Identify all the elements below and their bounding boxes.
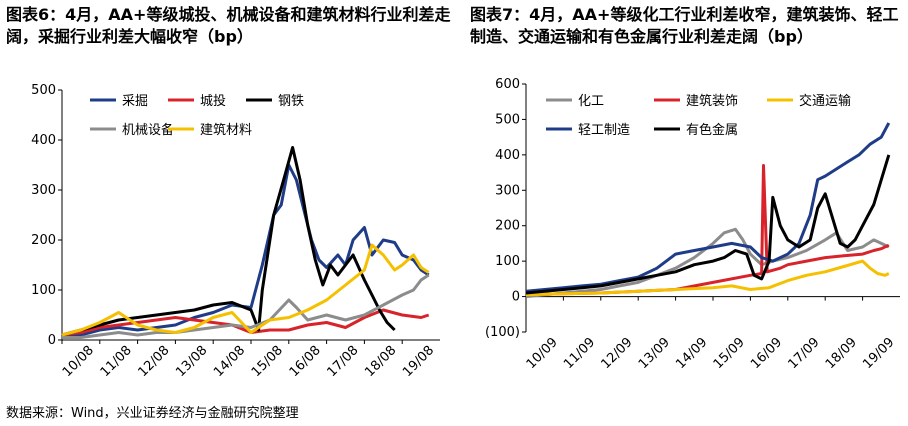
legend-label: 化工 <box>578 94 604 109</box>
chart-1: 0 100 200 300 400 500 10/08 11/08 12/08 13/08 14/0… <box>31 83 440 380</box>
x-tick-label: 16/09 <box>748 335 785 372</box>
legend-label: 建筑材料 <box>200 122 252 138</box>
x-tick-label: 10/09 <box>524 335 561 372</box>
series-line-5 <box>61 243 430 337</box>
left-chart-title: 图表6：4月，AA+等级城投、机械设备和建筑材料行业利差走阔，采掘行业利差大幅收… <box>6 5 451 46</box>
x-tick-label: 19/09 <box>860 335 897 372</box>
x-tick-label: 19/08 <box>400 343 437 380</box>
x-tick-label: 16/08 <box>287 343 324 380</box>
x-tick-label: 17/09 <box>785 335 822 372</box>
x-tick-label: 18/08 <box>362 343 399 380</box>
y-tick-label: 200 <box>31 233 56 248</box>
y-tick-label: 100 <box>495 254 520 269</box>
y-tick-label: 100 <box>31 283 56 298</box>
y-tick-label: 600 <box>495 77 520 92</box>
y-tick-label: 0 <box>48 333 56 348</box>
y-tick-label: 500 <box>31 83 56 98</box>
legend-label: 采掘 <box>122 94 148 109</box>
legend-label: 建筑装饰 <box>686 93 738 109</box>
x-tick-label: 18/09 <box>823 335 860 372</box>
y-tick-label: 300 <box>31 183 56 198</box>
legend-label: 交通运输 <box>799 93 851 109</box>
series-line-5 <box>525 154 891 295</box>
x-tick-label: 14/08 <box>211 343 248 380</box>
x-tick-label: 15/08 <box>249 343 286 380</box>
series-line-1 <box>61 163 430 339</box>
x-tick-label: 13/09 <box>636 335 673 372</box>
y-tick-label: 400 <box>31 133 56 148</box>
y-tick-label: 400 <box>495 148 520 163</box>
x-tick-label: 14/09 <box>673 335 710 372</box>
y-tick-label: 200 <box>495 219 520 234</box>
legend-label: 城投 <box>200 93 226 109</box>
series-line-4 <box>525 122 891 293</box>
right-chart-title: 图表7：4月，AA+等级化工行业利差收窄，建筑装饰、轻工制造、交通运输和有色金属… <box>470 5 899 46</box>
series-line-3 <box>61 146 396 337</box>
x-tick-label: 13/08 <box>173 343 210 380</box>
y-tick-label: 300 <box>495 183 520 198</box>
legend-label: 轻工制造 <box>578 123 630 138</box>
y-tick-label: 500 <box>495 112 520 127</box>
x-tick-label: 11/09 <box>561 335 598 372</box>
legend-label: 有色金属 <box>686 122 738 138</box>
series-line-3 <box>525 259 890 297</box>
series-line-2 <box>525 164 890 297</box>
source-note: 数据来源：Wind，兴业证券经济与金融研究院整理 <box>6 406 299 421</box>
x-tick-label: 15/09 <box>711 335 748 372</box>
legend-label: 钢铁 <box>278 94 304 109</box>
x-tick-label: 10/08 <box>60 343 97 380</box>
legend-label: 机械设备 <box>122 122 174 138</box>
x-tick-label: 11/08 <box>98 343 135 380</box>
y-tick-label: 0 <box>512 290 520 305</box>
x-tick-label: 12/09 <box>598 335 635 372</box>
x-tick-label: 12/08 <box>135 343 172 380</box>
x-tick-label: 17/08 <box>324 343 361 380</box>
y-tick-label: (100) <box>485 325 520 340</box>
